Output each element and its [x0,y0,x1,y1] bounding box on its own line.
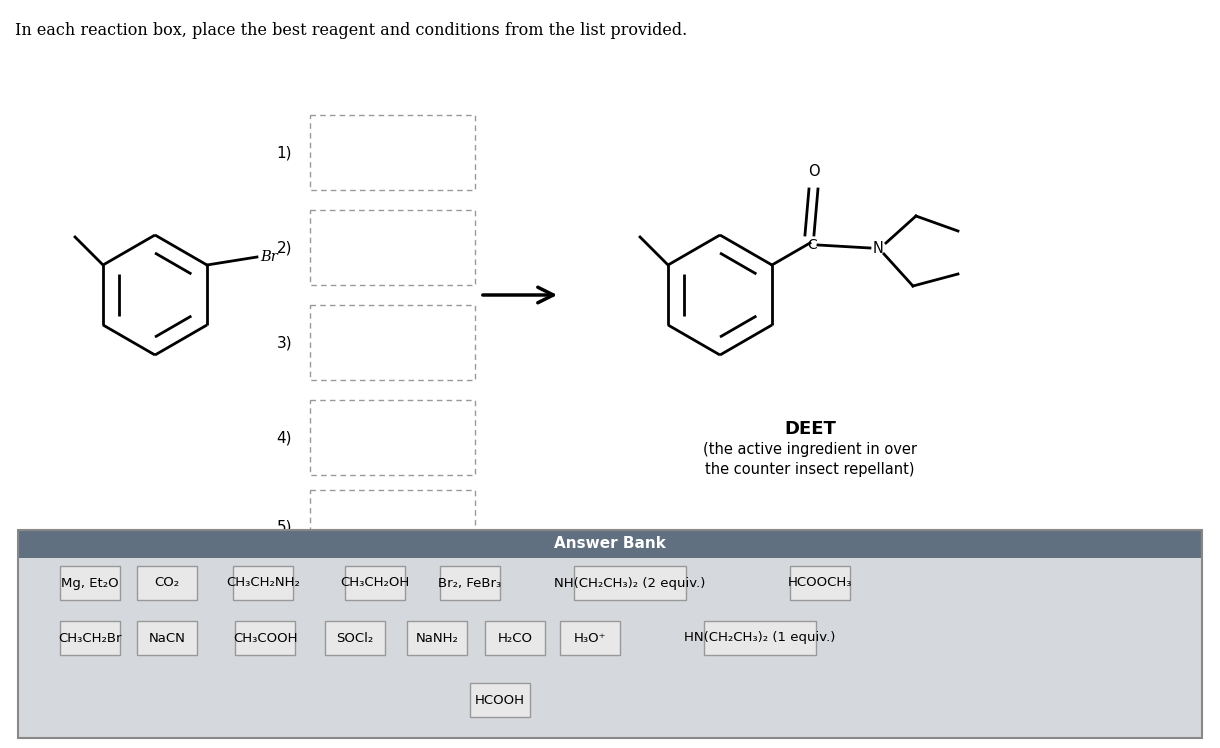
Text: In each reaction box, place the best reagent and conditions from the list provid: In each reaction box, place the best rea… [15,22,687,39]
Text: 4): 4) [277,430,292,445]
FancyBboxPatch shape [233,566,293,600]
FancyBboxPatch shape [60,566,120,600]
Text: HN(CH₂CH₃)₂ (1 equiv.): HN(CH₂CH₃)₂ (1 equiv.) [684,631,836,645]
FancyBboxPatch shape [407,621,467,655]
Text: DEET: DEET [784,420,836,438]
FancyBboxPatch shape [704,621,816,655]
Text: Answer Bank: Answer Bank [554,536,666,551]
Text: CH₃CH₂OH: CH₃CH₂OH [340,577,410,589]
Text: 1): 1) [277,145,292,160]
Text: SOCl₂: SOCl₂ [337,631,373,645]
FancyBboxPatch shape [575,566,686,600]
FancyBboxPatch shape [560,621,620,655]
FancyBboxPatch shape [486,621,545,655]
Text: CH₃COOH: CH₃COOH [233,631,298,645]
Text: H₃O⁺: H₃O⁺ [573,631,606,645]
Text: NH(CH₂CH₃)₂ (2 equiv.): NH(CH₂CH₃)₂ (2 equiv.) [554,577,705,589]
Text: Br: Br [260,250,278,264]
FancyBboxPatch shape [137,621,196,655]
Text: the counter insect repellant): the counter insect repellant) [705,462,915,477]
Bar [18,530,1202,558]
Text: Mg, Et₂O: Mg, Et₂O [61,577,118,589]
Text: H₂CO: H₂CO [498,631,532,645]
FancyBboxPatch shape [137,566,196,600]
Text: CH₃CH₂NH₂: CH₃CH₂NH₂ [226,577,300,589]
Text: 3): 3) [277,335,292,350]
FancyBboxPatch shape [470,683,529,717]
Text: 5): 5) [277,520,292,535]
Bar [18,530,1202,738]
FancyBboxPatch shape [60,621,120,655]
Text: NaNH₂: NaNH₂ [416,631,459,645]
Text: HCOOCH₃: HCOOCH₃ [788,577,853,589]
Text: NaCN: NaCN [149,631,185,645]
Text: O: O [808,164,820,179]
Text: Br₂, FeBr₃: Br₂, FeBr₃ [438,577,501,589]
FancyBboxPatch shape [345,566,405,600]
Bar [18,558,1202,738]
Text: 2): 2) [277,240,292,255]
FancyBboxPatch shape [440,566,500,600]
Text: HCOOH: HCOOH [475,693,525,707]
Text: CO₂: CO₂ [155,577,179,589]
FancyBboxPatch shape [235,621,295,655]
Text: CH₃CH₂Br: CH₃CH₂Br [59,631,122,645]
Text: C: C [808,238,817,252]
FancyBboxPatch shape [791,566,850,600]
Text: (the active ingredient in over: (the active ingredient in over [703,442,917,457]
Text: N: N [872,241,883,256]
FancyBboxPatch shape [325,621,386,655]
